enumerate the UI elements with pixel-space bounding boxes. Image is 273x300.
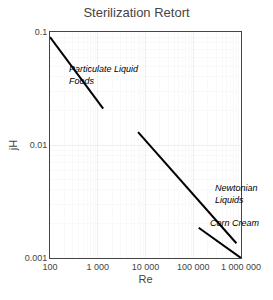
svg-text:100: 100 (42, 262, 57, 272)
svg-text:jH: jH (7, 140, 19, 151)
svg-text:1 000: 1 000 (86, 262, 109, 272)
svg-text:Particulate LiquidFoods: Particulate LiquidFoods (69, 64, 139, 86)
svg-text:0.1: 0.1 (35, 27, 48, 37)
svg-text:100 000: 100 000 (177, 262, 210, 272)
svg-text:Re: Re (138, 273, 152, 285)
svg-text:NewtonianLiquids: NewtonianLiquids (215, 183, 258, 205)
svg-text:Sterilization Retort: Sterilization Retort (83, 5, 190, 20)
svg-text:10 000: 10 000 (132, 262, 160, 272)
svg-text:Corn Cream: Corn Cream (210, 218, 260, 228)
svg-text:0.01: 0.01 (30, 140, 48, 150)
svg-text:1 000 000: 1 000 000 (221, 262, 261, 272)
svg-text:0.001: 0.001 (25, 253, 48, 263)
